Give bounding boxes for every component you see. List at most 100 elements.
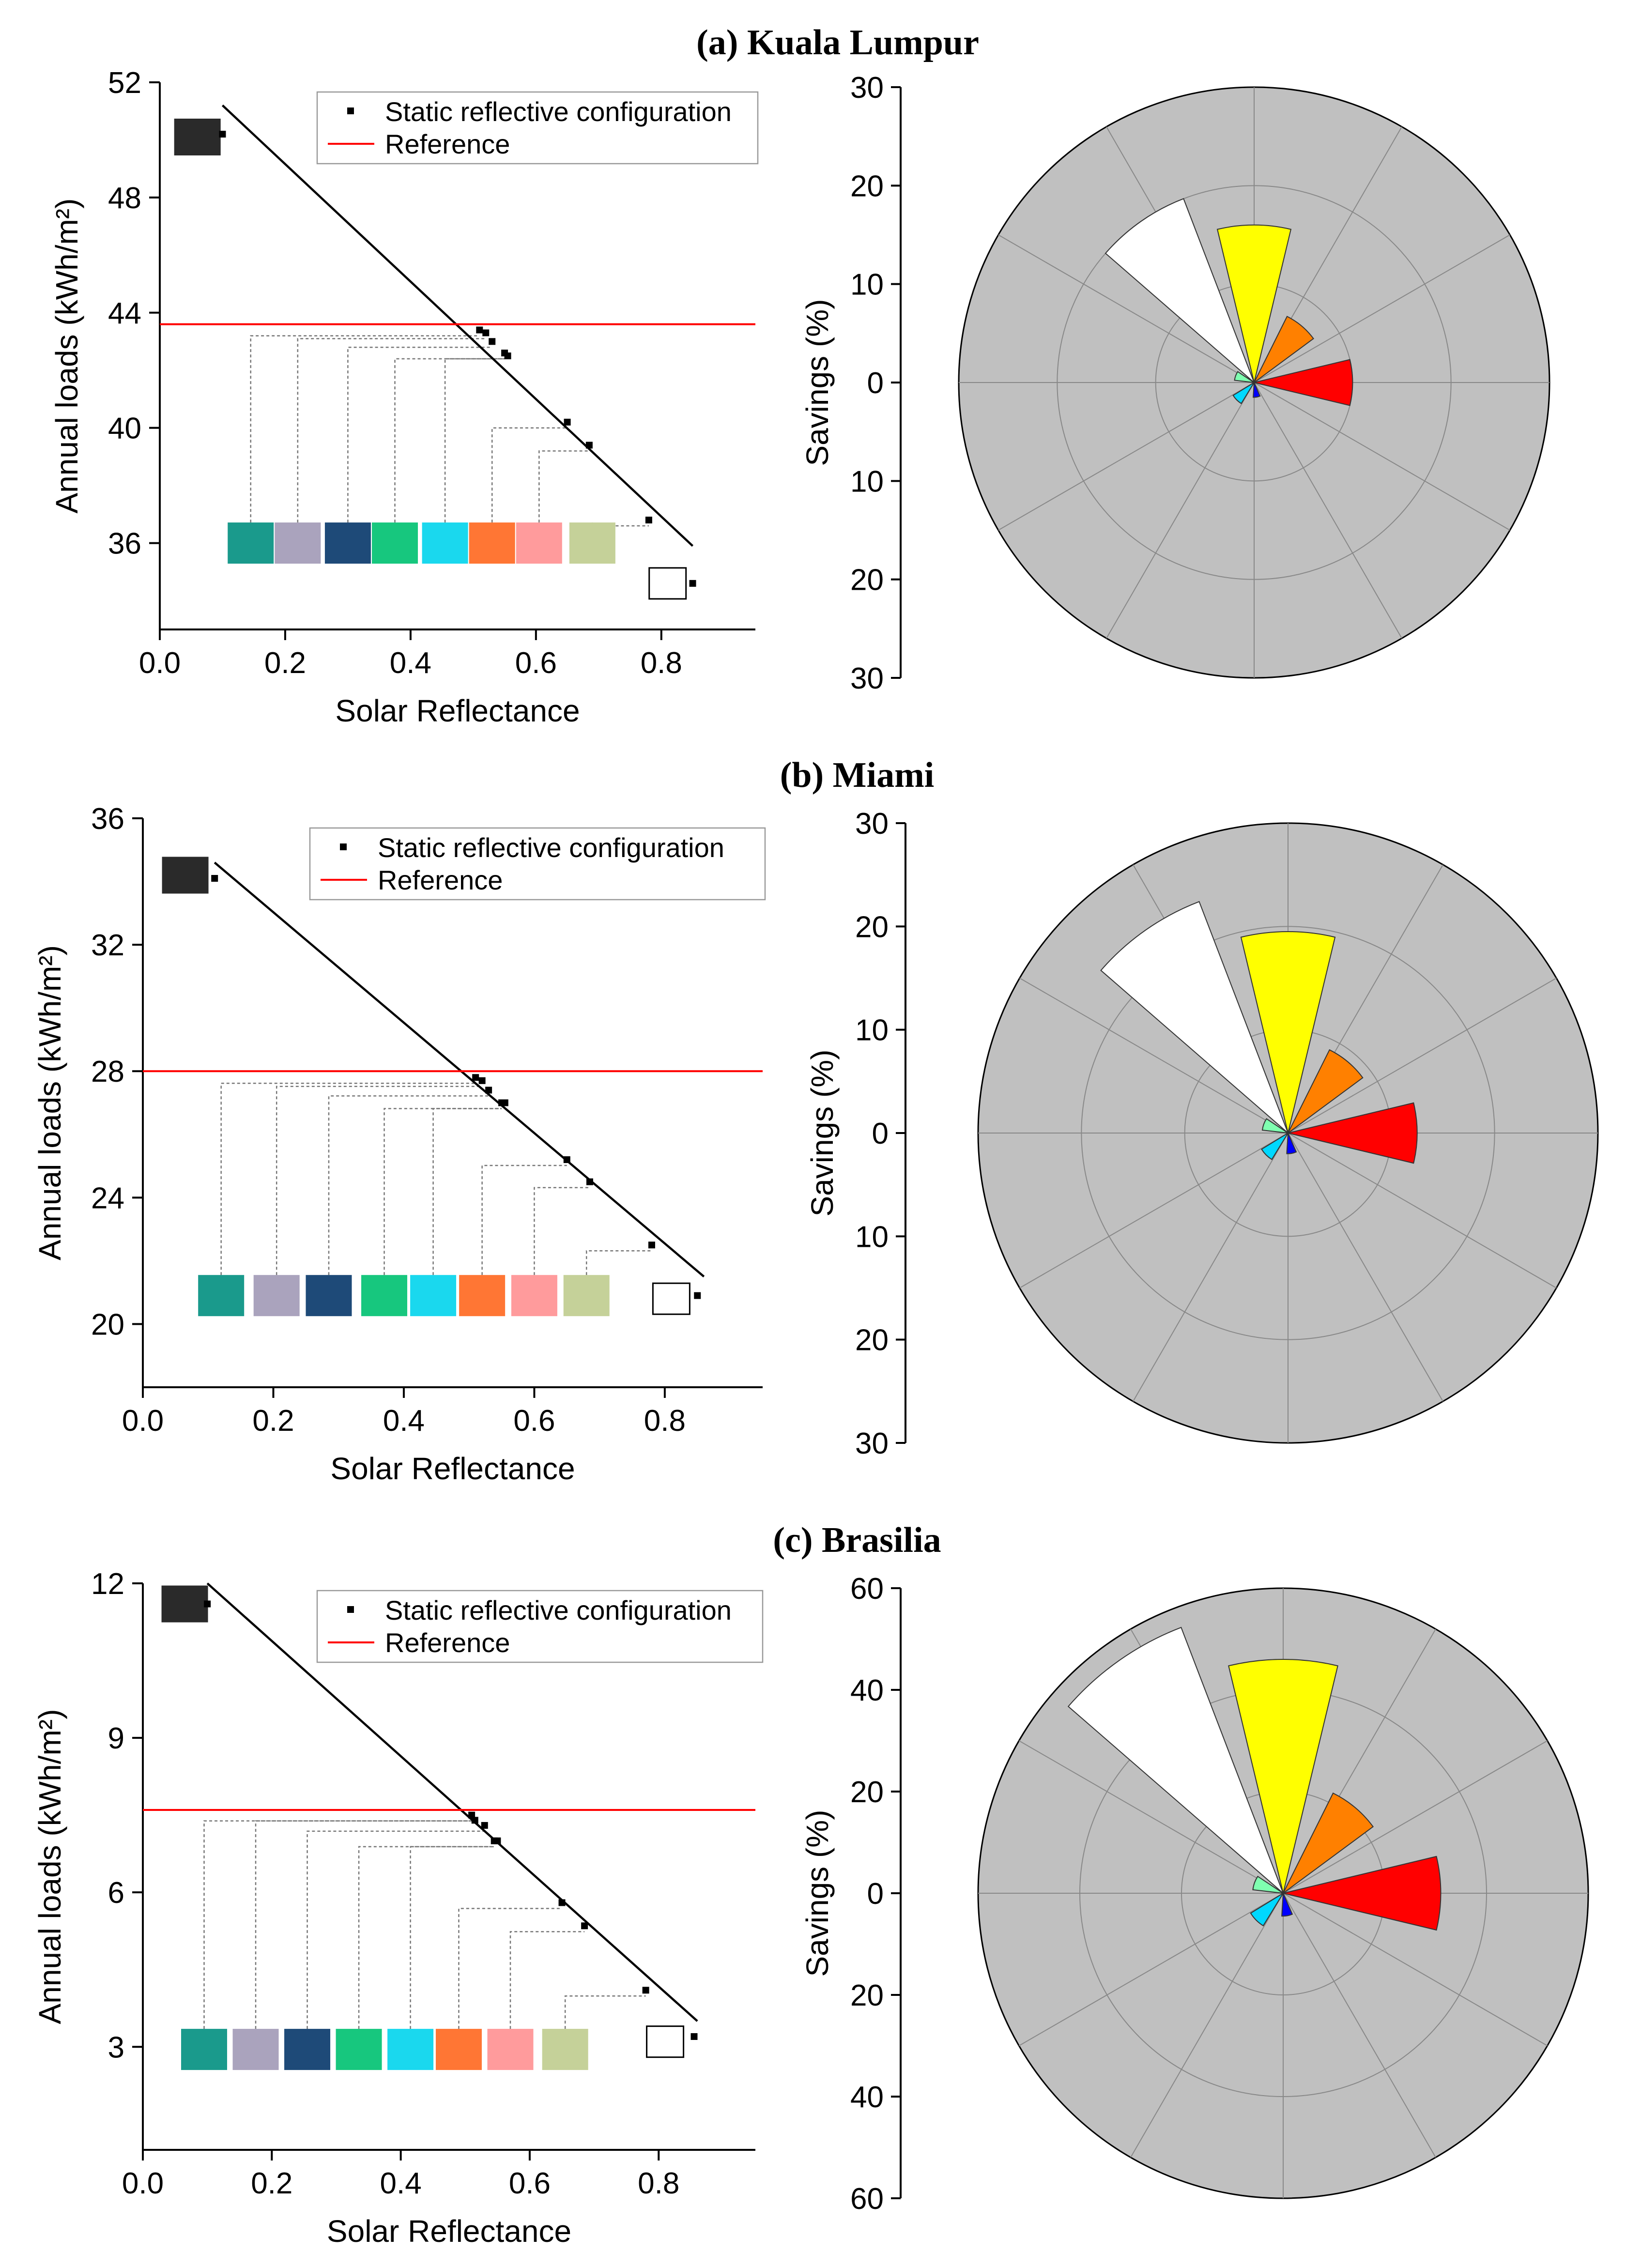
line-chart: 0.0 0.2 0.4 0.6 0.8 20 24 28 32 36 Solar Reflectan…	[32, 802, 766, 1486]
data-point	[494, 1837, 501, 1844]
data-point	[481, 1822, 488, 1829]
material-swatch	[324, 522, 371, 564]
data-point	[472, 1074, 479, 1081]
material-swatch	[372, 522, 418, 564]
connector-line	[538, 450, 589, 523]
legend-marker	[347, 1606, 354, 1613]
y-tick-label: 28	[91, 1055, 124, 1088]
connector-line	[203, 1820, 472, 2029]
y-tick-label: 20	[91, 1308, 124, 1341]
connector-line	[534, 1187, 590, 1275]
legend-label: Static reflective configuration	[385, 1595, 732, 1625]
rose-tick-label: 60	[850, 1572, 884, 1606]
white-swatch	[648, 567, 687, 600]
connector-line	[383, 1108, 502, 1275]
rose-grid-spoke	[998, 234, 1255, 383]
legend-label: Static reflective configuration	[378, 832, 724, 863]
y-tick-label: 48	[108, 182, 141, 215]
rose-bar	[1250, 1893, 1284, 1927]
rose-tick-label: 20	[855, 1324, 889, 1357]
data-point	[476, 326, 483, 334]
legend-label: Reference	[378, 865, 503, 895]
rose-tick-label: 10	[850, 268, 884, 302]
fit-line	[214, 861, 705, 1278]
data-point	[489, 338, 496, 345]
material-swatch	[459, 1275, 506, 1317]
x-tick-label: 0.2	[264, 646, 306, 680]
data-point	[645, 517, 652, 523]
rose-grid-spoke	[1133, 1133, 1289, 1402]
x-tick-label: 0.2	[251, 2167, 292, 2200]
data-point	[211, 875, 218, 882]
rose-bar	[1100, 901, 1289, 1134]
rose-grid-spoke	[1288, 978, 1557, 1134]
data-point	[482, 329, 490, 337]
rose-tick-label: 0	[867, 367, 884, 400]
connector-line	[307, 1830, 485, 2029]
x-axis-label: Solar Reflectance	[335, 693, 580, 728]
y-tick-label: 24	[91, 1181, 124, 1215]
rose-bar	[1228, 1659, 1338, 1894]
data-point	[478, 1077, 486, 1084]
data-point	[563, 1156, 570, 1163]
connector-line	[328, 1095, 489, 1275]
material-swatch	[228, 522, 274, 564]
connector-line	[509, 1931, 585, 2029]
panel-title: (b) Miami	[780, 755, 935, 795]
material-swatch	[284, 2029, 331, 2070]
rose-grid-spoke	[1283, 1740, 1548, 1894]
white-swatch	[652, 1282, 690, 1315]
rose-tick-label: 0	[872, 1117, 889, 1150]
rose-chart: 30 20 10 0 10 20 30 Savings (%)	[800, 71, 1550, 695]
x-tick-label: 0.6	[509, 2167, 551, 2200]
material-swatch	[469, 522, 515, 564]
data-point	[581, 1922, 588, 1930]
y-tick-label: 36	[91, 802, 124, 836]
connector-line	[358, 1846, 494, 2029]
rose-tick-label: 10	[855, 1220, 889, 1254]
rose-bar	[1261, 1118, 1289, 1134]
y-tick-label: 9	[108, 1722, 124, 1755]
material-swatch	[232, 2029, 279, 2070]
x-tick-label: 0.0	[139, 646, 181, 680]
legend-box	[316, 91, 759, 165]
y-tick-label: 6	[108, 1876, 124, 1910]
rose-grid-spoke	[1019, 978, 1289, 1134]
legend-box	[309, 827, 766, 901]
legend-label: Reference	[385, 1627, 510, 1658]
data-point	[471, 1817, 478, 1824]
rose-bar	[1254, 316, 1314, 383]
data-point	[689, 580, 696, 587]
x-tick-label: 0.6	[513, 1404, 555, 1438]
rose-tick-label: 20	[855, 910, 889, 944]
legend-marker	[347, 107, 354, 114]
rose-bar	[1288, 1102, 1418, 1164]
data-point	[690, 2033, 698, 2040]
connector-line	[444, 358, 505, 523]
y-tick-label: 40	[108, 412, 141, 445]
material-swatch	[198, 1275, 245, 1317]
material-swatch	[516, 522, 562, 564]
rose-tick-label: 0	[867, 1877, 884, 1911]
data-point	[648, 1241, 655, 1249]
connector-line	[276, 1086, 482, 1275]
rose-tick-label: 30	[850, 71, 884, 105]
x-tick-label: 0.0	[122, 1404, 164, 1438]
rose-tick-label: 40	[850, 1674, 884, 1707]
connector-line	[220, 1083, 476, 1275]
rose-tick-label: 30	[855, 1427, 889, 1460]
rose-tick-label: 10	[850, 465, 884, 498]
connector-line	[410, 1846, 494, 2029]
material-swatch	[435, 2029, 482, 2070]
data-point	[485, 1087, 492, 1094]
connector-line	[432, 1108, 502, 1275]
rose-grid-spoke	[1130, 1893, 1284, 2158]
rose-bar	[1286, 1133, 1297, 1154]
line-chart: 0.0 0.2 0.4 0.6 0.8 3 6 9 12 Solar Reflectance Ann…	[32, 1567, 764, 2249]
y-axis-label: Annual loads (kWh/m²)	[49, 199, 84, 514]
legend-marker	[340, 843, 347, 850]
panel-c: (c) Brasilia 0.0 0.2 0.4 0.6 0.8 3 6 9 12 Solar Re…	[32, 1520, 1589, 2249]
y-tick-label: 44	[108, 297, 141, 330]
rose-grid-spoke	[1018, 1893, 1284, 2046]
data-point	[219, 131, 226, 138]
